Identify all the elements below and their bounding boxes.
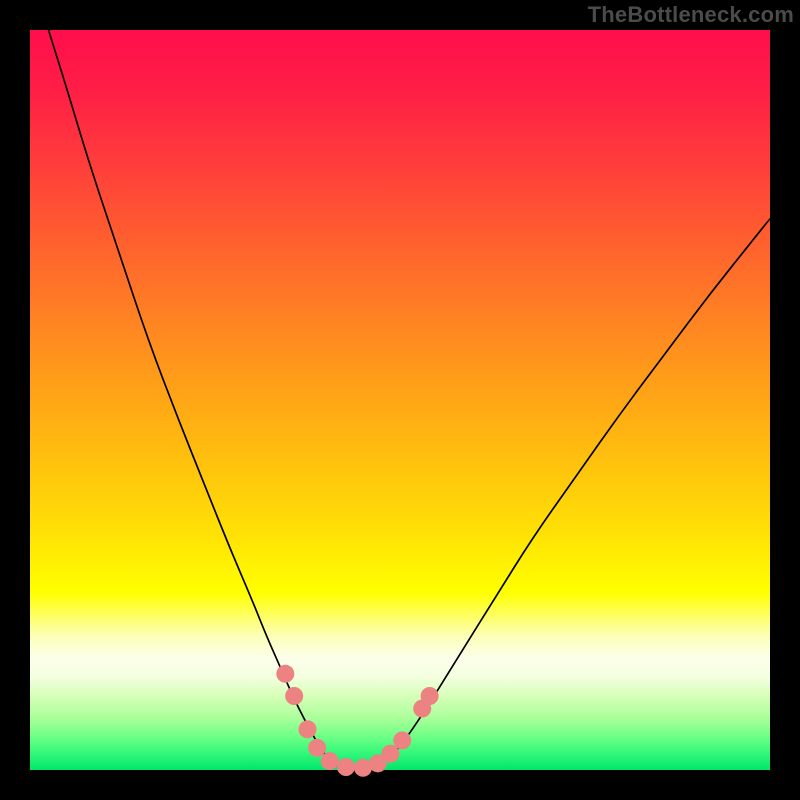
scatter-point (337, 758, 355, 776)
scatter-point (299, 720, 317, 738)
chart-container: TheBottleneck.com (0, 0, 800, 800)
scatter-point (393, 731, 411, 749)
watermark-text: TheBottleneck.com (588, 2, 794, 28)
scatter-point (321, 752, 339, 770)
scatter-point (276, 665, 294, 683)
scatter-point (285, 687, 303, 705)
plot-background (30, 30, 770, 770)
bottleneck-chart (0, 0, 800, 800)
scatter-point (421, 687, 439, 705)
scatter-point (308, 739, 326, 757)
